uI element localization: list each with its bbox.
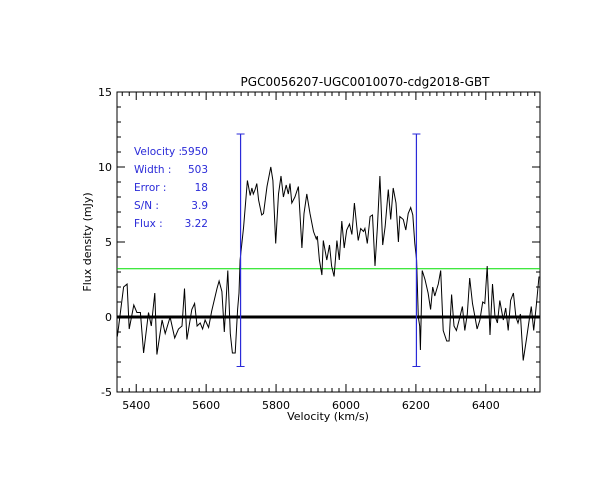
x-tick-label: 5400 xyxy=(122,399,150,412)
chart-title: PGC0056207-UGC0010070-cdg2018-GBT xyxy=(241,75,491,89)
plot-area: 5400 5600 5800 6000 6200 6400 -5 0 5 10 15 xyxy=(98,86,541,412)
y-tick-label: -5 xyxy=(101,386,112,399)
y-tick-label: 10 xyxy=(98,161,112,174)
stat-flux-label: Flux : xyxy=(134,218,163,230)
stat-error-value: 18 xyxy=(195,182,208,194)
stat-velocity-label: Velocity : xyxy=(134,146,182,158)
stat-width-label: Width : xyxy=(134,164,171,176)
y-tick-label: 0 xyxy=(105,311,112,324)
x-tick-label: 5600 xyxy=(192,399,220,412)
x-tick-label: 6400 xyxy=(472,399,500,412)
x-tick-label: 6200 xyxy=(402,399,430,412)
x-tick-label: 6000 xyxy=(332,399,360,412)
stat-error-label: Error : xyxy=(134,182,166,194)
y-tick-label: 15 xyxy=(98,86,112,99)
stat-velocity-value: 5950 xyxy=(181,146,208,158)
y-tick-label: 5 xyxy=(105,236,112,249)
spectrum-line xyxy=(116,166,540,361)
stat-width-value: 503 xyxy=(188,164,208,176)
y-axis-label: Flux density (mJy) xyxy=(81,192,94,291)
plot-frame xyxy=(116,91,541,393)
x-tick-label: 5800 xyxy=(262,399,290,412)
stat-flux-value: 3.22 xyxy=(185,218,208,230)
stat-sn-label: S/N : xyxy=(134,200,159,212)
x-axis-label: Velocity (km/s) xyxy=(287,410,369,423)
stat-sn-value: 3.9 xyxy=(191,200,208,212)
stats-panel: Velocity : 5950 Width : 503 Error : 18 S… xyxy=(134,146,208,230)
